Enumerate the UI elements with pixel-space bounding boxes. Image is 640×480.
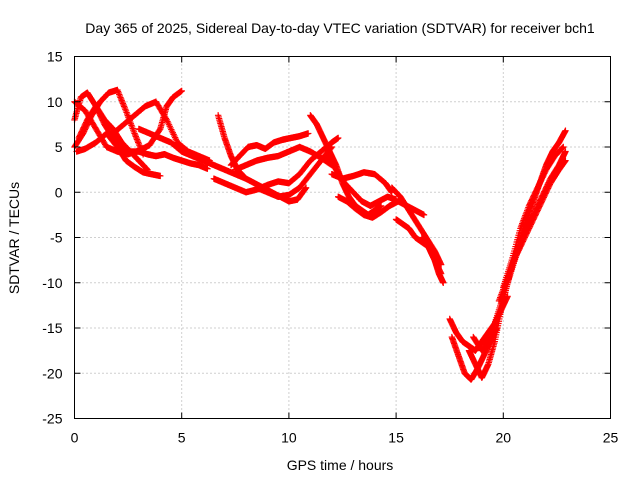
data-point [122, 106, 129, 113]
data-point [143, 165, 150, 173]
data-point [377, 202, 385, 210]
x-tick-label: 15 [388, 430, 404, 446]
series-arc14 [324, 152, 400, 210]
x-tick-label: 25 [603, 430, 619, 446]
data-point [204, 165, 211, 172]
data-point [440, 279, 447, 286]
data-point [120, 103, 128, 110]
series-arc25 [500, 143, 567, 291]
data-point [562, 157, 569, 164]
data-point [144, 166, 151, 173]
data-point [118, 97, 125, 104]
x-tick-label: 10 [281, 430, 297, 446]
data-point [115, 89, 122, 97]
data-point [562, 127, 569, 134]
data-point [486, 334, 494, 342]
data-point [136, 142, 143, 149]
y-tick-label: -25 [42, 411, 62, 427]
y-tick-label: 5 [55, 139, 63, 155]
series-arc16 [335, 193, 428, 221]
data-point [304, 130, 312, 137]
data-point [114, 86, 121, 94]
y-tick-label: -15 [42, 320, 62, 336]
y-tick-label: 0 [55, 184, 63, 200]
x-tick-label: 5 [178, 430, 186, 446]
data-point [162, 115, 170, 122]
data-point [139, 151, 147, 158]
series-arc17 [388, 184, 445, 268]
data-point [335, 134, 342, 142]
grid-lines [74, 56, 611, 419]
data-point [138, 146, 145, 153]
data-point [138, 148, 146, 155]
data-point [117, 95, 125, 103]
data-point [178, 87, 185, 95]
data-point [121, 104, 128, 112]
y-tick-label: -20 [42, 365, 62, 381]
data-point [137, 145, 144, 152]
x-axis-title: GPS time / hours [287, 457, 394, 473]
data-point [131, 131, 139, 139]
y-axis-title: SDTVAR / TECUs [6, 182, 22, 294]
chart-title: Day 365 of 2025, Sidereal Day-to-day VTE… [85, 20, 595, 36]
axes: 0 5 10 15 20 25 -25 -20 -15 -10 -5 0 5 10 15 [42, 49, 618, 446]
series-arc4 [73, 130, 164, 180]
x-tick-label: 20 [496, 430, 512, 446]
data-point [558, 145, 566, 152]
data-point [156, 126, 163, 134]
data-point [139, 149, 146, 156]
y-tick-label: -10 [42, 275, 62, 291]
data-point [559, 144, 566, 151]
data-point [116, 92, 124, 100]
data-point [302, 184, 310, 191]
data-point [142, 165, 150, 172]
series-arc11 [227, 130, 312, 169]
data-point [119, 100, 127, 107]
data-point [114, 88, 122, 95]
data-point [133, 134, 140, 142]
data-point [132, 133, 139, 140]
x-tick-label: 0 [71, 430, 79, 446]
data-point [133, 136, 141, 143]
data-points [71, 86, 569, 383]
y-tick-label: 15 [47, 49, 63, 65]
data-point [560, 143, 567, 151]
data-point [157, 172, 164, 180]
data-point [134, 137, 141, 145]
data-point [116, 91, 123, 98]
y-tick-label: -5 [50, 230, 63, 246]
y-tick-label: 10 [47, 94, 63, 110]
data-point [136, 143, 144, 151]
data-point [135, 140, 143, 148]
data-point [119, 98, 126, 106]
data-point [131, 130, 138, 137]
data-point [562, 148, 569, 155]
data-point [135, 139, 142, 146]
series-arc19 [418, 234, 447, 286]
data-point [117, 94, 124, 101]
data-point [302, 185, 309, 192]
data-point [120, 101, 127, 109]
series-arc15 [328, 169, 396, 196]
data-point [420, 211, 428, 219]
series-arc3 [71, 86, 147, 158]
